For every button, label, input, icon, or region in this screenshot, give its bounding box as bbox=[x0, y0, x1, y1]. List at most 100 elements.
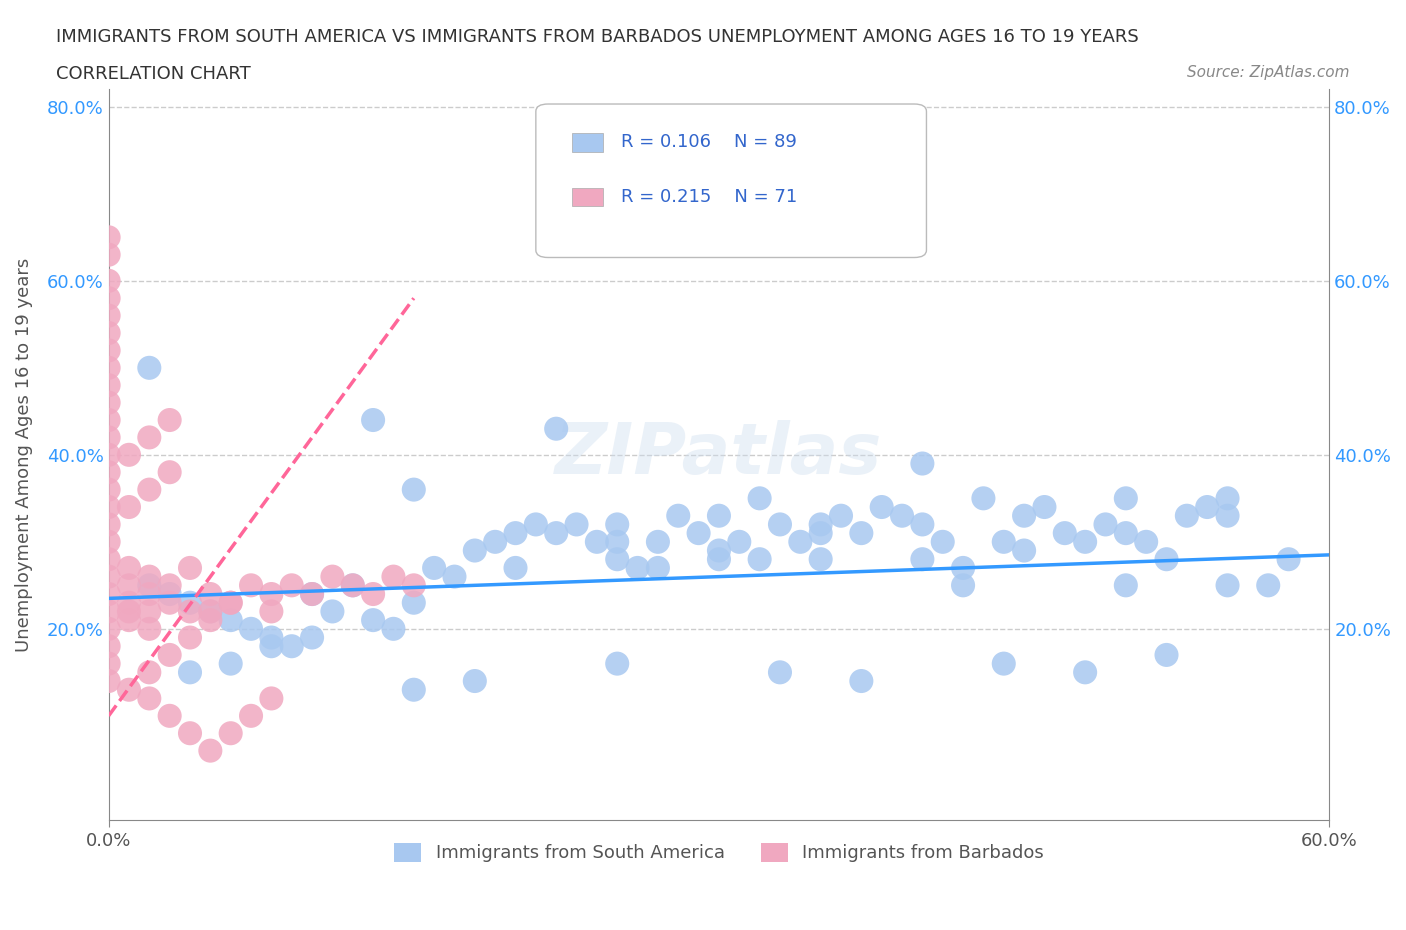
Point bbox=[728, 535, 751, 550]
Point bbox=[586, 535, 609, 550]
Point bbox=[1115, 578, 1137, 592]
Point bbox=[179, 561, 201, 576]
Point bbox=[505, 561, 527, 576]
Point bbox=[891, 509, 914, 524]
Point bbox=[240, 709, 263, 724]
Point bbox=[97, 308, 120, 323]
Point bbox=[1277, 551, 1299, 566]
Point bbox=[219, 725, 242, 740]
Point bbox=[97, 569, 120, 584]
FancyBboxPatch shape bbox=[536, 104, 927, 258]
Point bbox=[707, 551, 730, 566]
Point bbox=[321, 604, 343, 618]
Text: ZIPatlas: ZIPatlas bbox=[555, 420, 883, 489]
Point bbox=[97, 657, 120, 671]
Point bbox=[179, 725, 201, 740]
Point bbox=[159, 709, 181, 724]
Point bbox=[464, 543, 486, 558]
Point bbox=[1216, 578, 1239, 592]
Point bbox=[219, 657, 242, 671]
Legend: Immigrants from South America, Immigrants from Barbados: Immigrants from South America, Immigrant… bbox=[387, 836, 1052, 870]
Point bbox=[606, 551, 628, 566]
Point bbox=[179, 631, 201, 645]
Point bbox=[97, 230, 120, 245]
Point bbox=[402, 683, 425, 698]
Point bbox=[97, 395, 120, 410]
Point bbox=[402, 578, 425, 592]
Point bbox=[993, 535, 1015, 550]
Point bbox=[301, 631, 323, 645]
Point bbox=[647, 561, 669, 576]
Text: R = 0.215    N = 71: R = 0.215 N = 71 bbox=[621, 188, 797, 206]
Point bbox=[1053, 525, 1076, 540]
Point bbox=[1033, 499, 1056, 514]
Point bbox=[138, 691, 160, 706]
Point bbox=[159, 578, 181, 592]
Point bbox=[972, 491, 994, 506]
Point bbox=[260, 639, 283, 654]
Point bbox=[707, 509, 730, 524]
Point bbox=[118, 604, 141, 618]
Point bbox=[546, 525, 568, 540]
Point bbox=[260, 587, 283, 602]
Point bbox=[1175, 509, 1198, 524]
Text: IMMIGRANTS FROM SOUTH AMERICA VS IMMIGRANTS FROM BARBADOS UNEMPLOYMENT AMONG AGE: IMMIGRANTS FROM SOUTH AMERICA VS IMMIGRA… bbox=[56, 28, 1139, 46]
Point bbox=[361, 587, 384, 602]
Point bbox=[240, 621, 263, 636]
Point bbox=[666, 509, 689, 524]
Point bbox=[402, 482, 425, 497]
Point bbox=[118, 578, 141, 592]
Point bbox=[810, 525, 832, 540]
Point bbox=[97, 343, 120, 358]
Point bbox=[179, 595, 201, 610]
Text: Source: ZipAtlas.com: Source: ZipAtlas.com bbox=[1187, 65, 1350, 80]
Point bbox=[301, 587, 323, 602]
Point bbox=[830, 509, 852, 524]
FancyBboxPatch shape bbox=[572, 133, 603, 152]
Point bbox=[138, 621, 160, 636]
Point bbox=[97, 517, 120, 532]
Point bbox=[993, 657, 1015, 671]
Point bbox=[443, 569, 465, 584]
Point bbox=[240, 578, 263, 592]
Point bbox=[342, 578, 364, 592]
Point bbox=[626, 561, 648, 576]
Point bbox=[546, 421, 568, 436]
Point bbox=[200, 604, 222, 618]
Y-axis label: Unemployment Among Ages 16 to 19 years: Unemployment Among Ages 16 to 19 years bbox=[15, 258, 32, 652]
Point bbox=[382, 569, 405, 584]
Point bbox=[138, 587, 160, 602]
Point bbox=[138, 604, 160, 618]
Point bbox=[851, 525, 873, 540]
Point bbox=[952, 578, 974, 592]
Point bbox=[505, 525, 527, 540]
Point bbox=[138, 578, 160, 592]
Point bbox=[932, 535, 955, 550]
Point bbox=[118, 613, 141, 628]
Point bbox=[402, 595, 425, 610]
Point bbox=[97, 535, 120, 550]
Point bbox=[911, 517, 934, 532]
Text: CORRELATION CHART: CORRELATION CHART bbox=[56, 65, 252, 83]
Point bbox=[97, 621, 120, 636]
Point bbox=[118, 595, 141, 610]
Point bbox=[97, 413, 120, 428]
Point bbox=[565, 517, 588, 532]
Point bbox=[688, 525, 710, 540]
FancyBboxPatch shape bbox=[572, 188, 603, 206]
Point bbox=[97, 247, 120, 262]
Point bbox=[647, 535, 669, 550]
Point bbox=[118, 447, 141, 462]
Point bbox=[748, 491, 770, 506]
Text: R = 0.106    N = 89: R = 0.106 N = 89 bbox=[621, 133, 797, 152]
Point bbox=[159, 647, 181, 662]
Point bbox=[748, 551, 770, 566]
Point bbox=[200, 587, 222, 602]
Point bbox=[851, 673, 873, 688]
Point bbox=[138, 665, 160, 680]
Point bbox=[97, 361, 120, 376]
Point bbox=[606, 535, 628, 550]
Point bbox=[138, 482, 160, 497]
Point bbox=[97, 673, 120, 688]
Point bbox=[769, 665, 792, 680]
